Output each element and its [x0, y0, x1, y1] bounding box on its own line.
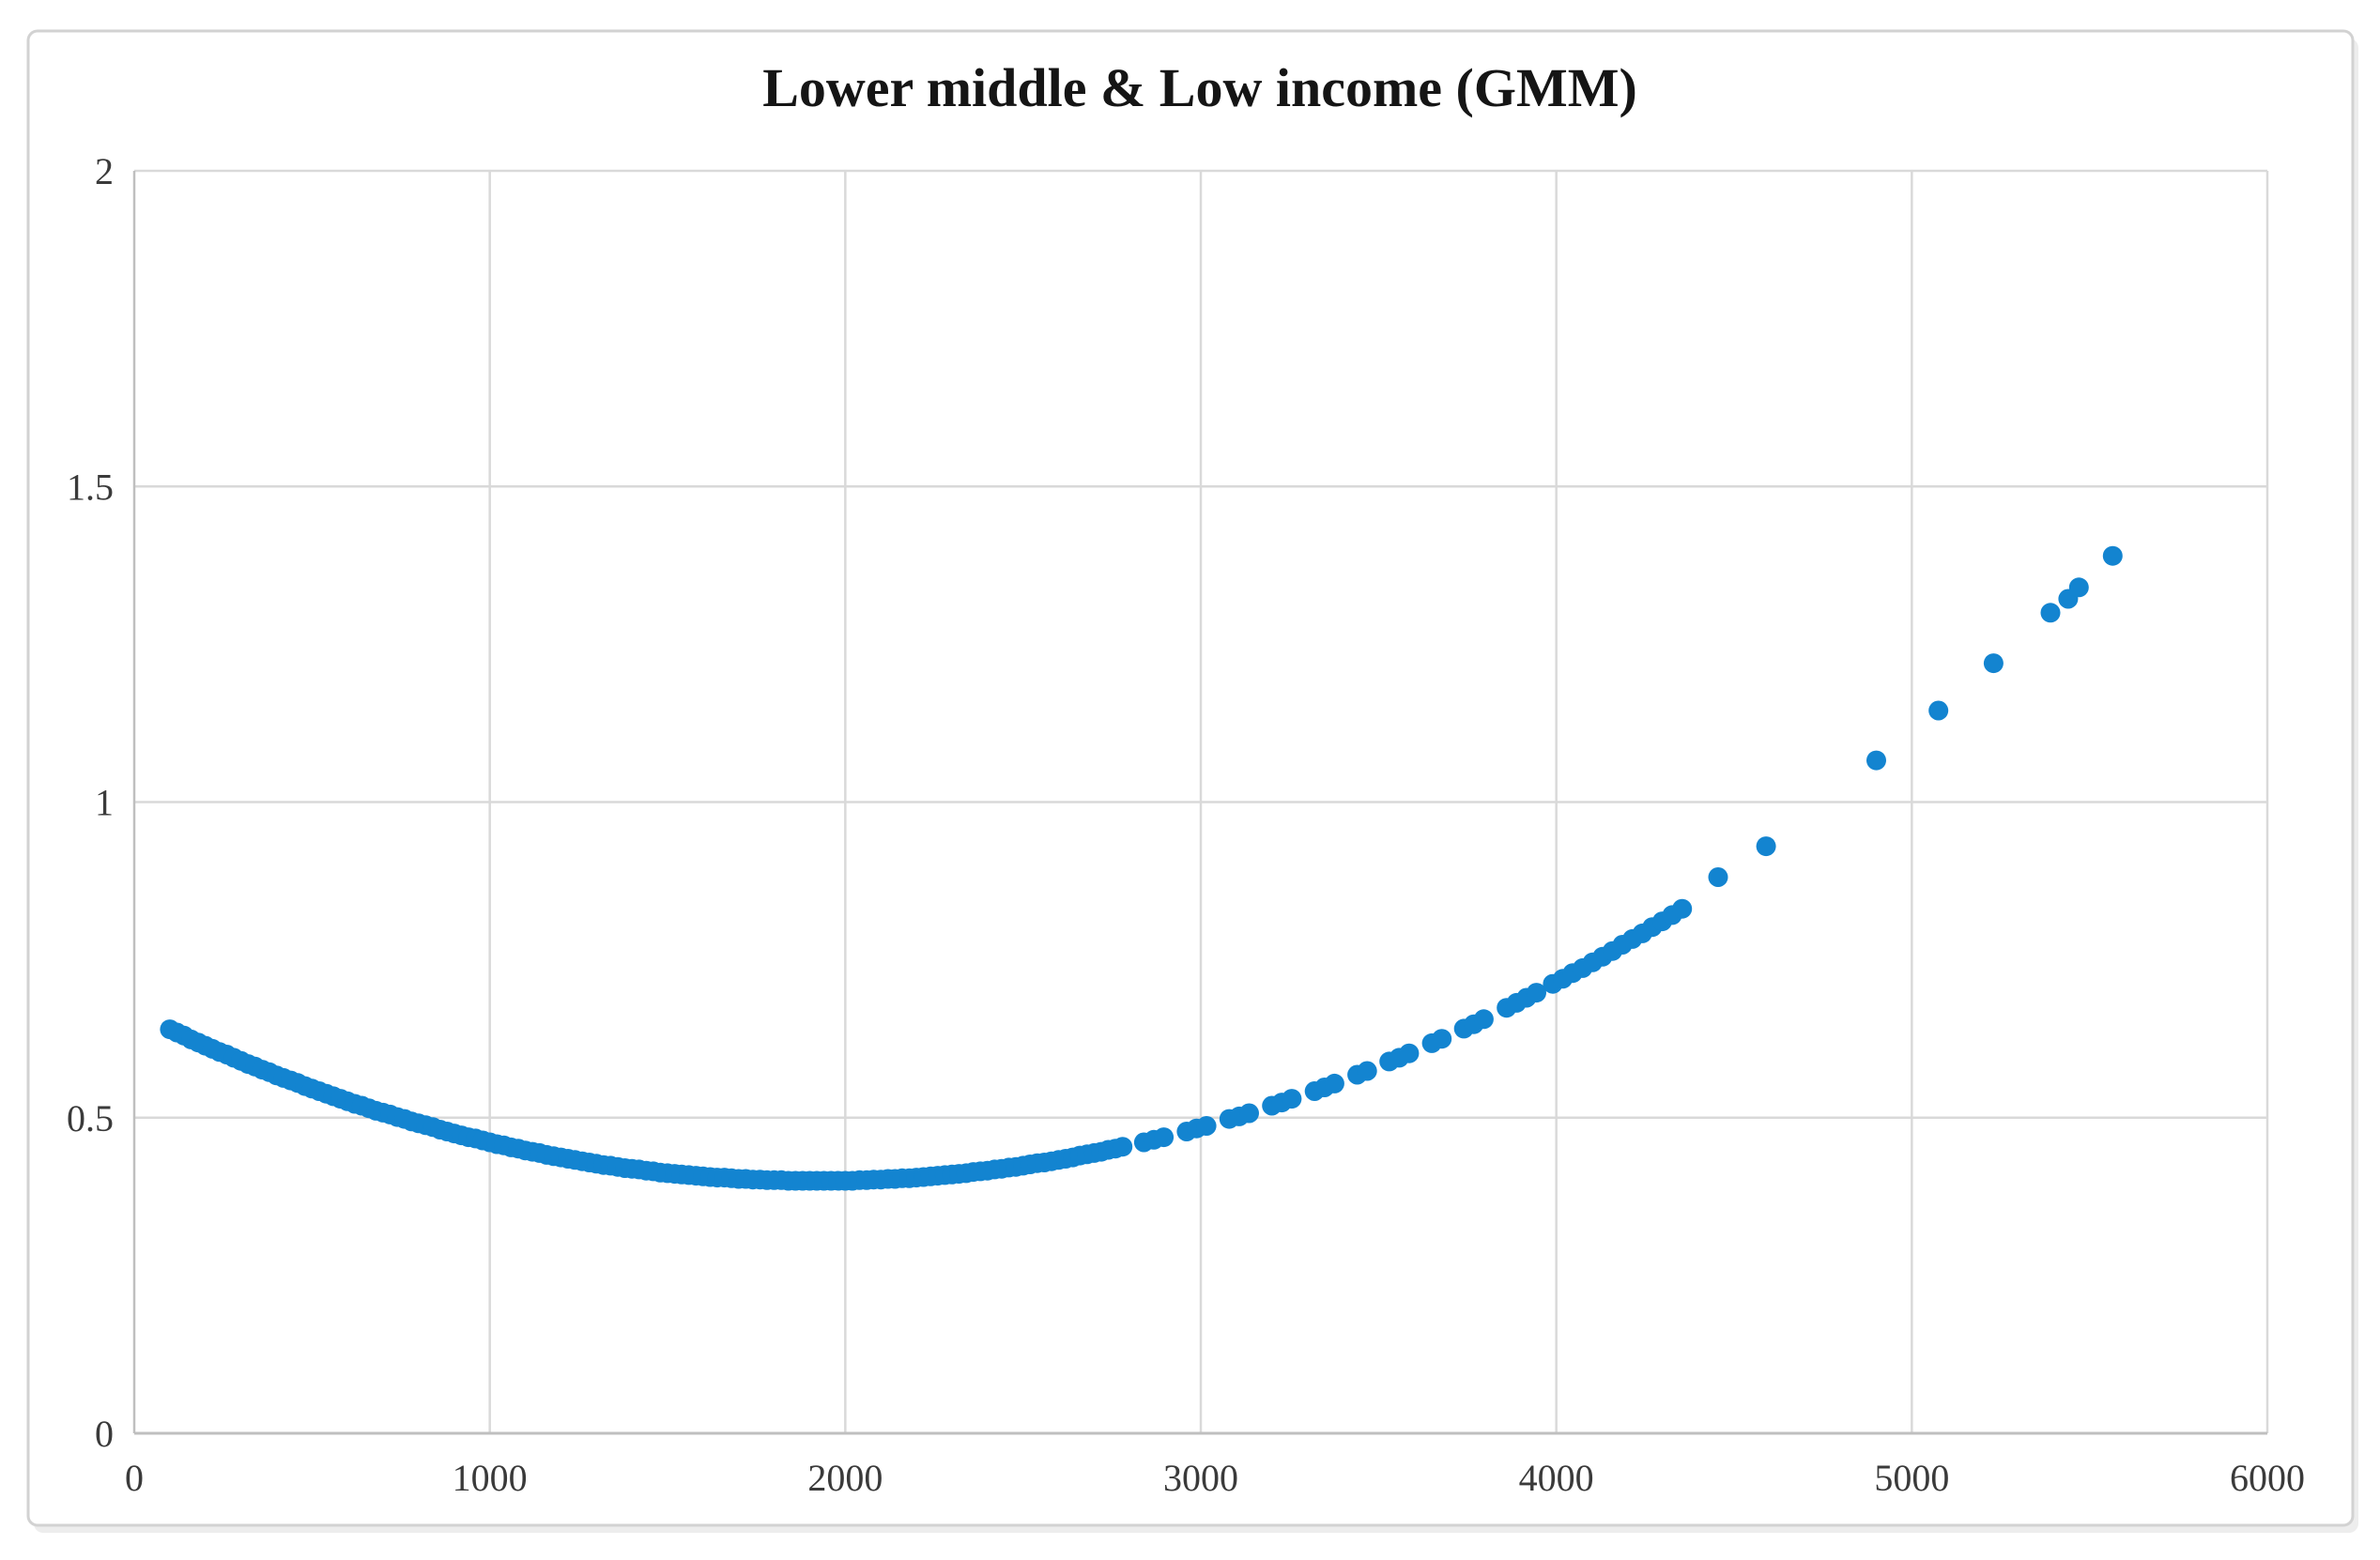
x-axis-tick-labels: 0 1000 2000 3000 4000 5000 6000	[125, 1457, 2305, 1499]
y-tick-label: 1.5	[67, 466, 114, 508]
x-tick-label: 0	[125, 1457, 144, 1499]
data-point	[2068, 577, 2089, 598]
data-point	[1527, 983, 1546, 1003]
data-point	[2040, 603, 2061, 623]
data-point	[1154, 1127, 1175, 1148]
x-tick-label: 2000	[807, 1457, 883, 1499]
x-tick-label: 6000	[2230, 1457, 2305, 1499]
axes	[132, 171, 2267, 1435]
data-point	[1866, 750, 1886, 771]
data-point	[1113, 1137, 1133, 1157]
data-point	[1282, 1089, 1302, 1109]
data-point	[1672, 898, 1693, 919]
data-point	[1432, 1029, 1452, 1049]
chart-frame	[26, 29, 2355, 1527]
data-point	[1983, 653, 2004, 674]
y-axis-tick-labels: 0 0.5 1 1.5 2	[67, 150, 114, 1455]
y-tick-label: 0.5	[67, 1097, 114, 1139]
data-point	[1239, 1103, 1259, 1124]
data-point	[1928, 700, 1949, 721]
data-point	[1196, 1116, 1217, 1136]
data-point	[1324, 1073, 1344, 1094]
x-tick-label: 3000	[1163, 1457, 1238, 1499]
gridlines	[134, 169, 2269, 1433]
data-point	[1708, 867, 1728, 887]
data-point	[1399, 1043, 1420, 1063]
data-point	[1756, 836, 1776, 857]
x-tick-label: 4000	[1519, 1457, 1594, 1499]
y-tick-label: 0	[95, 1413, 114, 1455]
y-tick-label: 1	[95, 782, 114, 824]
data-point	[2102, 545, 2123, 566]
data-series	[160, 545, 2123, 1191]
x-tick-label: 5000	[1874, 1457, 1949, 1499]
data-point	[1357, 1061, 1377, 1081]
y-tick-label: 2	[95, 150, 114, 192]
data-point	[1473, 1009, 1494, 1030]
chart-title: Lower middle & Low income (GMM)	[762, 57, 1637, 118]
x-tick-label: 1000	[453, 1457, 528, 1499]
